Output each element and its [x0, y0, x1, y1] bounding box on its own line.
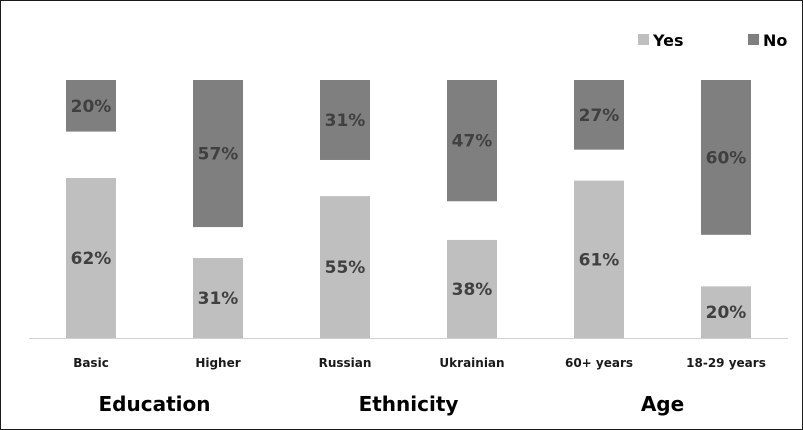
legend-label-yes: Yes	[652, 31, 684, 50]
group-label-2: Age	[641, 392, 684, 416]
bar-no-5	[701, 80, 751, 235]
data-label-yes-2: 55%	[325, 258, 366, 278]
group-label-1: Ethnicity	[359, 392, 459, 416]
bar-yes-3	[447, 239, 497, 338]
data-label-no-0: 20%	[71, 97, 112, 117]
bar-yes-5	[701, 286, 751, 338]
data-label-no-5: 60%	[706, 148, 747, 168]
category-label-1: Higher	[195, 356, 240, 370]
data-label-yes-3: 38%	[452, 280, 493, 300]
category-label-0: Basic	[73, 356, 109, 370]
data-label-no-1: 57%	[198, 145, 239, 165]
bar-yes-1	[193, 258, 243, 338]
data-label-no-2: 31%	[325, 111, 366, 131]
category-label-3: Ukrainian	[439, 356, 504, 370]
category-label-5: 18-29 years	[686, 356, 766, 370]
legend-label-no: No	[763, 31, 787, 50]
bar-yes-4	[574, 180, 624, 338]
bar-yes-2	[320, 196, 370, 338]
bar-no-1	[193, 80, 243, 228]
data-label-no-3: 47%	[452, 132, 493, 152]
bar-no-4	[574, 80, 624, 150]
data-label-no-4: 27%	[579, 106, 620, 126]
category-label-2: Russian	[319, 356, 372, 370]
bar-no-0	[66, 80, 116, 132]
bar-no-3	[447, 80, 497, 202]
group-label-0: Education	[99, 392, 211, 416]
data-label-yes-1: 31%	[198, 289, 239, 309]
legend-swatch-yes	[638, 34, 649, 45]
legend-swatch-no	[748, 34, 759, 45]
data-label-yes-0: 62%	[71, 249, 112, 269]
category-label-4: 60+ years	[565, 356, 633, 370]
bar-yes-0	[66, 178, 116, 338]
bar-no-2	[320, 80, 370, 160]
data-label-yes-5: 20%	[706, 303, 747, 323]
data-label-yes-4: 61%	[579, 250, 620, 270]
